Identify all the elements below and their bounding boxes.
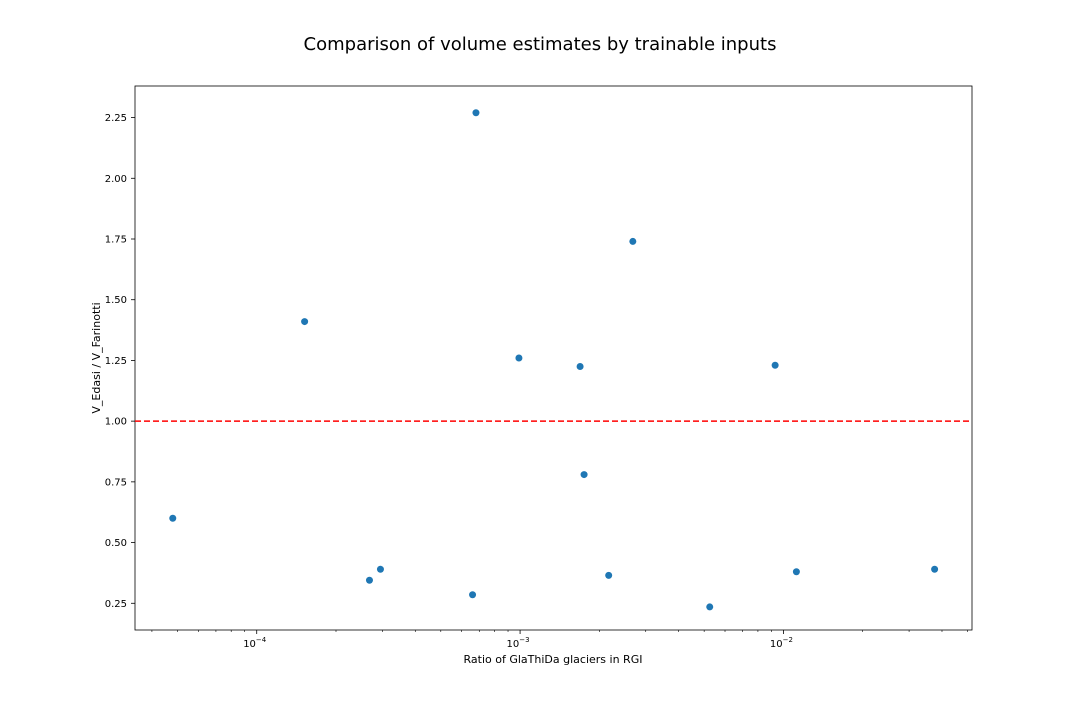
data-point: [576, 363, 584, 370]
y-tick-label: 0.75: [105, 477, 127, 488]
x-tick-label: 10−4: [243, 636, 267, 650]
y-axis-label: V_Edasi / V_Farinotti: [90, 302, 103, 413]
y-tick-label: 1.25: [105, 356, 127, 367]
plot-frame: [134, 85, 973, 631]
chart-title: Comparison of volume estimates by traina…: [304, 34, 777, 55]
y-tick-label: 2.25: [105, 113, 127, 124]
data-point: [469, 591, 477, 599]
data-point: [580, 471, 588, 479]
x-tick-label: 10−2: [770, 636, 793, 650]
y-axis: 0.25 0.50 0.75 1.00 1.25 1.50 1.75 2.00 2.25: [105, 113, 135, 610]
y-tick-label: 0.50: [105, 538, 127, 549]
data-point: [605, 571, 613, 579]
data-point: [169, 514, 177, 522]
data-point: [472, 109, 480, 117]
data-point: [931, 565, 939, 573]
y-tick-label: 0.25: [105, 599, 127, 610]
plot-area: [134, 85, 973, 631]
data-point: [376, 565, 384, 573]
y-tick-label: 1.00: [105, 417, 127, 428]
data-point: [629, 237, 637, 245]
data-point: [365, 576, 373, 584]
data-points: [169, 109, 939, 611]
x-axis-label: Ratio of GlaThiDa glaciers in RGI: [464, 653, 643, 666]
data-point: [706, 603, 714, 611]
y-tick-label: 1.50: [105, 295, 127, 306]
y-tick-label: 1.75: [105, 235, 127, 246]
y-tick-label: 2.00: [105, 174, 127, 185]
data-point: [792, 568, 800, 576]
data-point: [301, 318, 309, 326]
x-axis: 10−4 10−3 10−2: [151, 630, 968, 650]
x-tick-label: 10−3: [507, 636, 530, 650]
data-point: [515, 354, 523, 362]
data-point: [771, 361, 779, 369]
